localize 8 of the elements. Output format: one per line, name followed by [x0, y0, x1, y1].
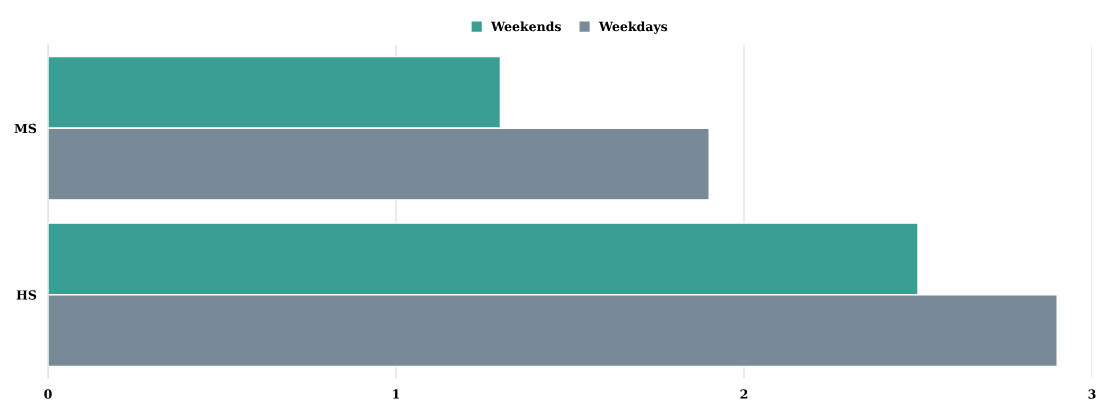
x-tick-label: 1: [393, 389, 400, 399]
legend-label: Weekdays: [598, 21, 668, 34]
y-tick-label: MS: [14, 123, 37, 134]
x-tick-label: 0: [44, 389, 52, 399]
y-tick-label: HS: [16, 290, 37, 300]
x-tick-label: 2: [740, 389, 748, 399]
legend-label: Weekends: [490, 21, 561, 32]
x-tick-label: 3: [1088, 389, 1096, 399]
